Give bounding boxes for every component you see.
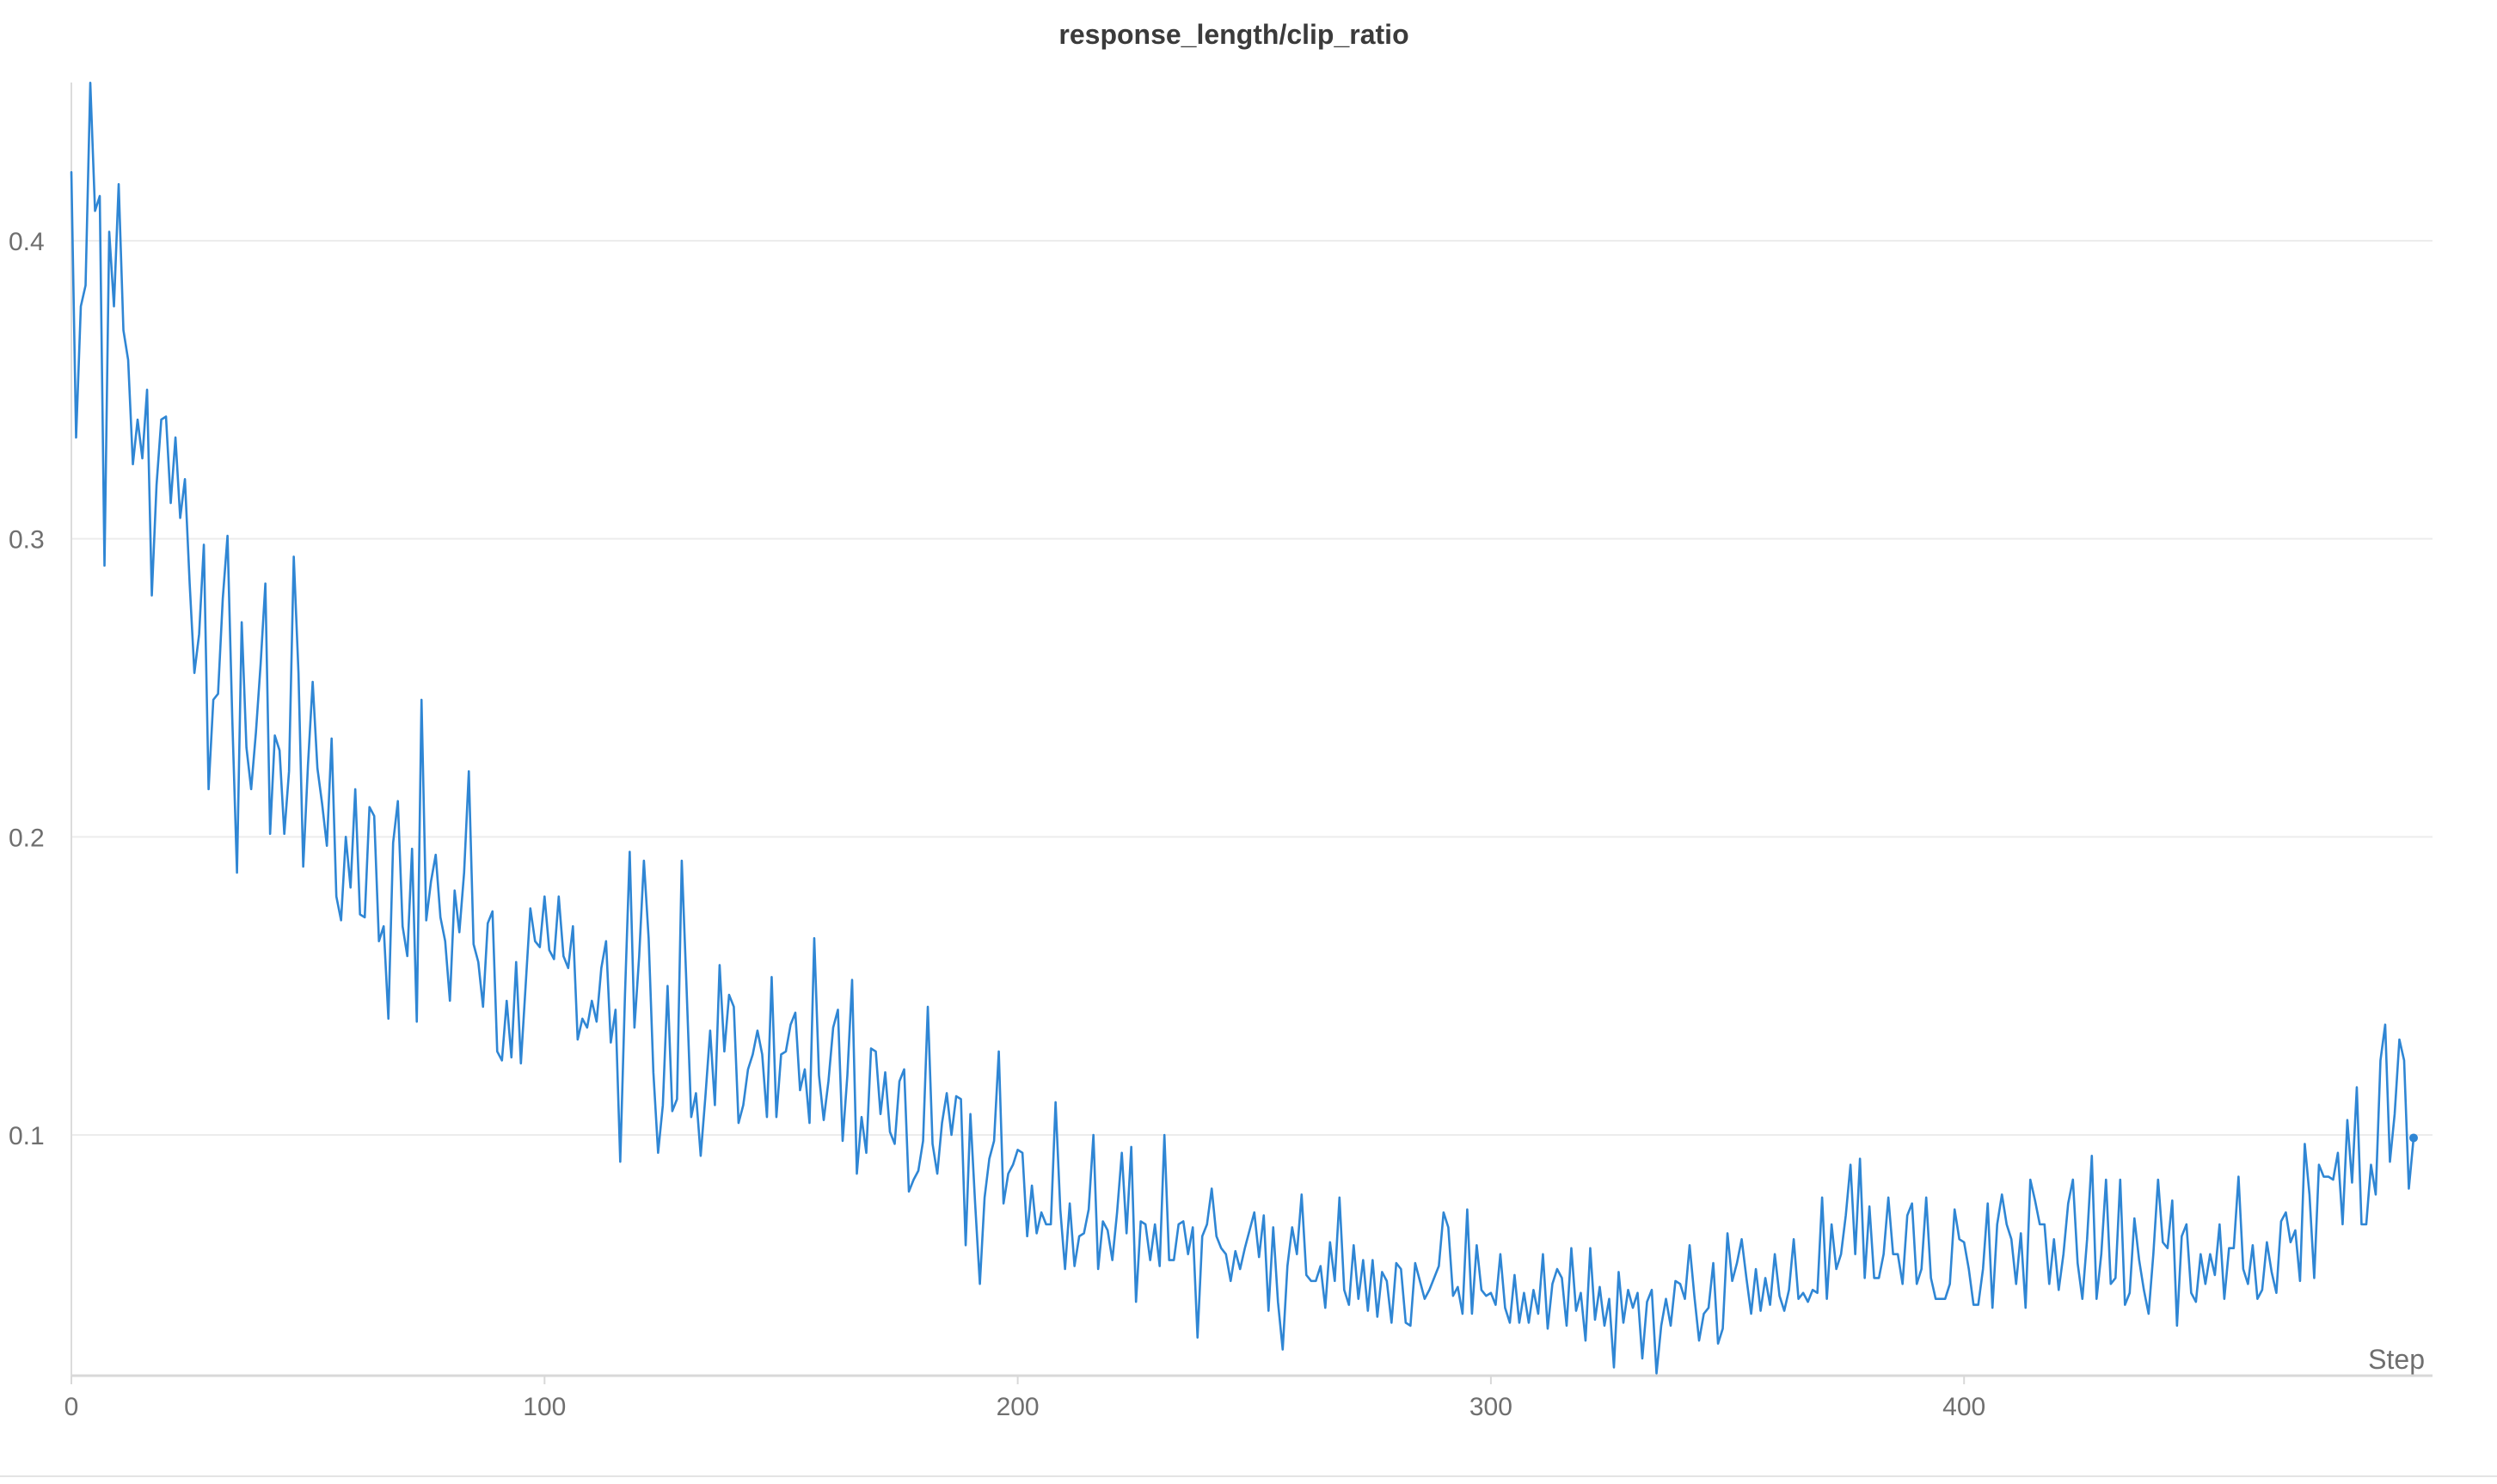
y-tick-label-3: 0.4: [9, 228, 45, 256]
x-tick-label-2: 200: [997, 1393, 1040, 1421]
tick-labels: 0.1 0.2 0.3 0.4 0 100 200 300 400: [9, 228, 1985, 1421]
chart-title: response_length/clip_ratio: [1058, 19, 1409, 50]
bottom-divider: [0, 1475, 2497, 1477]
series-last-point-0: [2408, 1133, 2418, 1143]
x-tick-label-3: 300: [1469, 1393, 1512, 1421]
series-line-0: [70, 81, 2415, 1375]
series-layer: [70, 81, 2418, 1375]
x-tick-label-4: 400: [1942, 1393, 1985, 1421]
x-axis-label: Step: [2368, 1344, 2425, 1375]
x-tick-label-0: 0: [64, 1393, 79, 1421]
x-tick-label-1: 100: [523, 1393, 566, 1421]
y-tick-label-1: 0.2: [9, 824, 45, 852]
axes: [71, 83, 2433, 1384]
y-tick-label-0: 0.1: [9, 1122, 45, 1150]
grid-lines: [71, 240, 2433, 1136]
y-tick-label-2: 0.3: [9, 526, 45, 555]
